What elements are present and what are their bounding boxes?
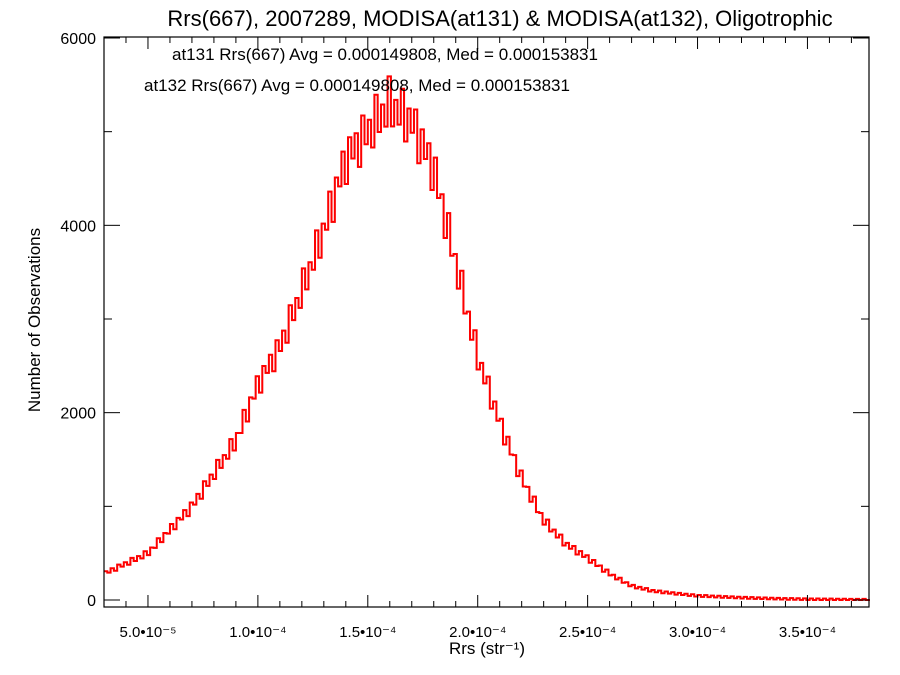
ticks-layer: 5.0•10⁻⁵ 1.0•10⁻⁴ 1.5•10⁻⁴ 2.0•10⁻⁴ 2.5•10⁻⁴…	[60, 31, 869, 641]
x-tick-label: 1.0•10⁻⁴	[229, 624, 286, 641]
y-axis-label: Number of Observations	[25, 228, 44, 412]
y-tick-label: 0	[87, 593, 96, 610]
x-axis-label: Rrs (str⁻¹)	[449, 639, 525, 658]
x-tick-label: 1.5•10⁻⁴	[339, 624, 396, 641]
annotation-at132: at132 Rrs(667) Avg = 0.000149808, Med = …	[144, 76, 570, 95]
x-tick-label: 2.5•10⁻⁴	[559, 624, 616, 641]
x-tick-label: 5.0•10⁻⁵	[119, 624, 176, 641]
y-tick-label: 4000	[60, 218, 96, 235]
plot-frame	[103, 36, 870, 608]
series-layer	[104, 75, 870, 601]
series-at132-histogram	[104, 75, 870, 601]
chart-title: Rrs(667), 2007289, MODISA(at131) & MODIS…	[167, 6, 832, 31]
y-tick-label: 6000	[60, 31, 96, 48]
x-tick-label: 3.0•10⁻⁴	[669, 624, 726, 641]
x-tick-label: 3.5•10⁻⁴	[779, 624, 836, 641]
annotation-at131: at131 Rrs(667) Avg = 0.000149808, Med = …	[172, 45, 598, 64]
x-tick-label: 2.0•10⁻⁴	[449, 624, 506, 641]
y-tick-label: 2000	[60, 406, 96, 423]
series-at131-histogram	[104, 75, 870, 601]
